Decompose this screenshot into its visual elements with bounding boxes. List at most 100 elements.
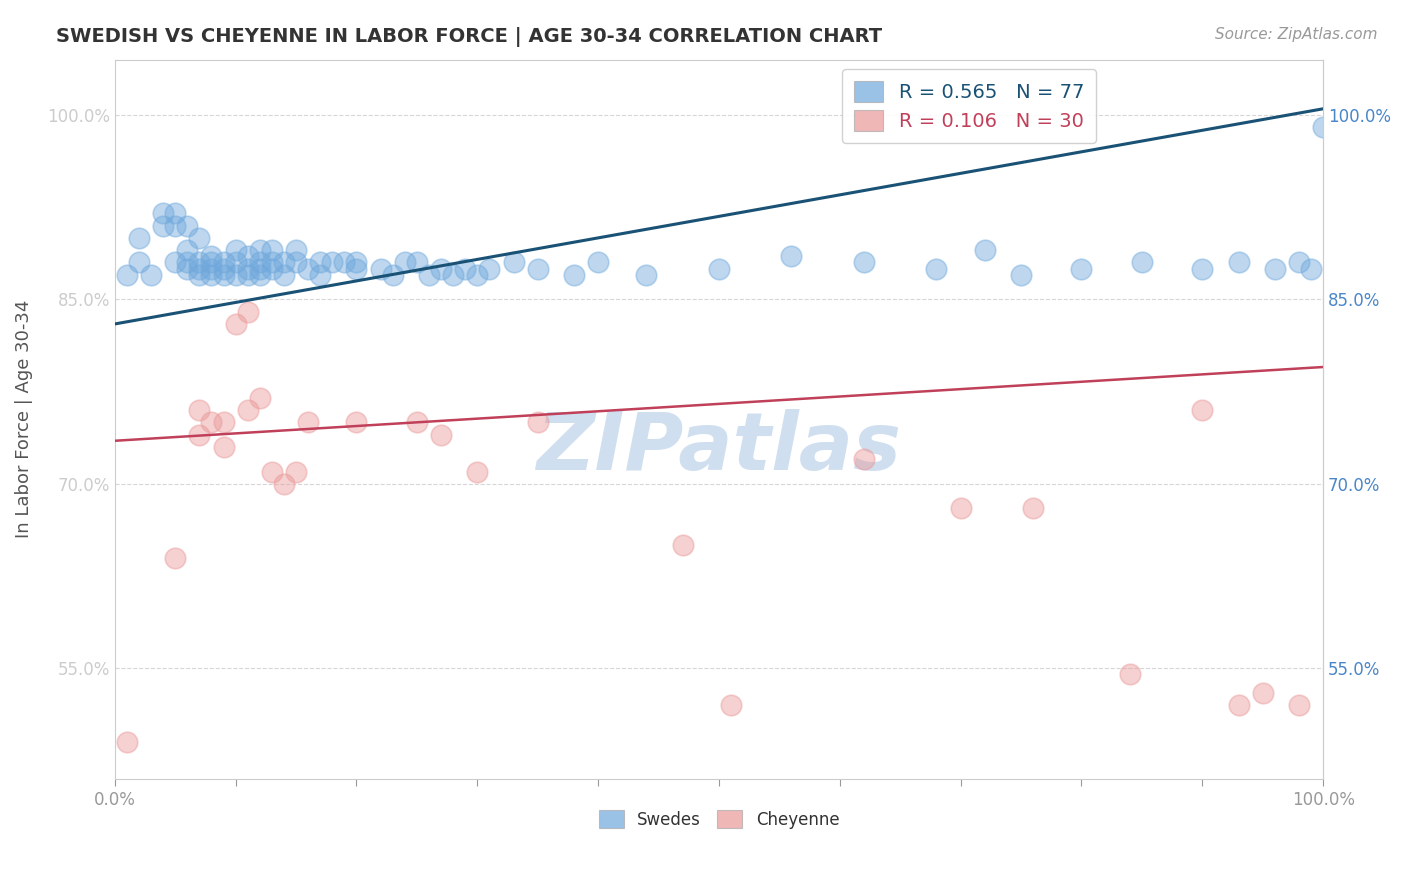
Point <box>1130 255 1153 269</box>
Text: SWEDISH VS CHEYENNE IN LABOR FORCE | AGE 30-34 CORRELATION CHART: SWEDISH VS CHEYENNE IN LABOR FORCE | AGE… <box>56 27 883 46</box>
Point <box>128 255 150 269</box>
Point <box>236 268 259 282</box>
Point <box>212 255 235 269</box>
Point <box>1070 261 1092 276</box>
Point <box>562 268 585 282</box>
Point <box>225 268 247 282</box>
Point <box>949 501 972 516</box>
Point <box>1022 501 1045 516</box>
Point <box>260 243 283 257</box>
Point <box>1191 261 1213 276</box>
Point <box>236 304 259 318</box>
Point <box>321 255 343 269</box>
Point <box>236 261 259 276</box>
Point <box>188 255 211 269</box>
Point <box>128 231 150 245</box>
Point <box>273 255 295 269</box>
Point <box>346 261 368 276</box>
Point <box>200 415 222 429</box>
Point <box>188 403 211 417</box>
Point <box>418 268 440 282</box>
Point <box>249 391 271 405</box>
Point <box>285 465 308 479</box>
Point <box>188 231 211 245</box>
Point <box>309 255 332 269</box>
Point <box>973 243 995 257</box>
Point <box>165 206 187 220</box>
Point <box>212 440 235 454</box>
Point <box>225 243 247 257</box>
Legend: Swedes, Cheyenne: Swedes, Cheyenne <box>592 804 846 835</box>
Point <box>152 219 174 233</box>
Point <box>176 243 198 257</box>
Point <box>394 255 416 269</box>
Point <box>1191 403 1213 417</box>
Point <box>478 261 501 276</box>
Text: ZIPatlas: ZIPatlas <box>537 409 901 487</box>
Point <box>1227 255 1250 269</box>
Point <box>212 268 235 282</box>
Point <box>346 415 368 429</box>
Point <box>333 255 356 269</box>
Point <box>165 255 187 269</box>
Point <box>273 268 295 282</box>
Point <box>852 452 875 467</box>
Point <box>165 550 187 565</box>
Point <box>1119 667 1142 681</box>
Y-axis label: In Labor Force | Age 30-34: In Labor Force | Age 30-34 <box>15 300 32 539</box>
Point <box>852 255 875 269</box>
Point <box>1299 261 1322 276</box>
Point <box>225 317 247 331</box>
Point <box>454 261 477 276</box>
Point <box>1288 698 1310 713</box>
Point <box>707 261 730 276</box>
Point <box>200 261 222 276</box>
Point <box>1010 268 1032 282</box>
Point <box>586 255 609 269</box>
Point <box>212 415 235 429</box>
Point <box>1264 261 1286 276</box>
Point <box>212 261 235 276</box>
Point <box>636 268 658 282</box>
Point <box>176 261 198 276</box>
Point <box>236 249 259 263</box>
Point <box>720 698 742 713</box>
Point <box>370 261 392 276</box>
Point <box>139 268 162 282</box>
Point <box>152 206 174 220</box>
Point <box>526 415 548 429</box>
Point <box>346 255 368 269</box>
Point <box>1227 698 1250 713</box>
Point <box>249 243 271 257</box>
Text: Source: ZipAtlas.com: Source: ZipAtlas.com <box>1215 27 1378 42</box>
Point <box>260 255 283 269</box>
Point <box>188 427 211 442</box>
Point <box>285 243 308 257</box>
Point <box>1251 686 1274 700</box>
Point <box>260 465 283 479</box>
Point <box>297 415 319 429</box>
Point <box>249 255 271 269</box>
Point <box>465 465 488 479</box>
Point <box>236 403 259 417</box>
Point <box>526 261 548 276</box>
Point <box>309 268 332 282</box>
Point <box>260 261 283 276</box>
Point <box>381 268 404 282</box>
Point <box>441 268 464 282</box>
Point <box>188 261 211 276</box>
Point <box>405 415 427 429</box>
Point <box>165 219 187 233</box>
Point <box>249 261 271 276</box>
Point <box>780 249 803 263</box>
Point <box>925 261 948 276</box>
Point <box>115 735 138 749</box>
Point <box>115 268 138 282</box>
Point <box>465 268 488 282</box>
Point <box>1288 255 1310 269</box>
Point <box>225 255 247 269</box>
Point <box>200 255 222 269</box>
Point <box>405 255 427 269</box>
Point <box>176 255 198 269</box>
Point <box>273 476 295 491</box>
